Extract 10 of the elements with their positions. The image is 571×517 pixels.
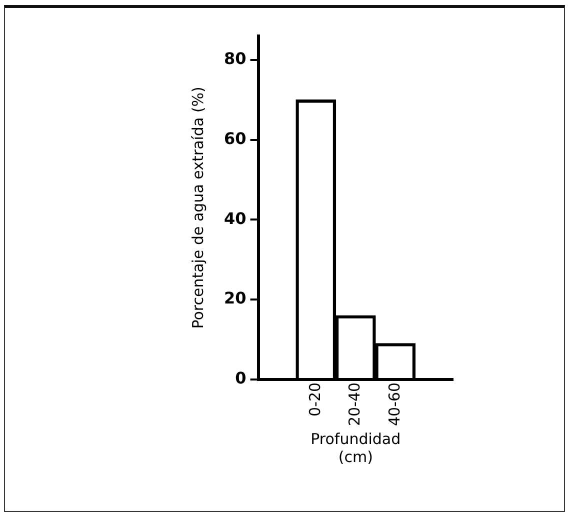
x-tick-label: 20-40 <box>346 382 364 426</box>
y-tick-label: 0 <box>235 368 246 388</box>
y-tick-label: 20 <box>224 288 246 308</box>
y-axis-title: Porcentaje de agua extraída (%) <box>188 86 207 329</box>
y-tick-label: 40 <box>224 208 246 228</box>
y-tick-label: 80 <box>224 49 246 68</box>
x-axis-title: Profundidad (cm) <box>310 430 401 466</box>
x-tick-label: 40-60 <box>385 382 404 426</box>
x-tick-label: 0-20 <box>306 382 324 416</box>
y-tick-label: 60 <box>224 128 246 148</box>
